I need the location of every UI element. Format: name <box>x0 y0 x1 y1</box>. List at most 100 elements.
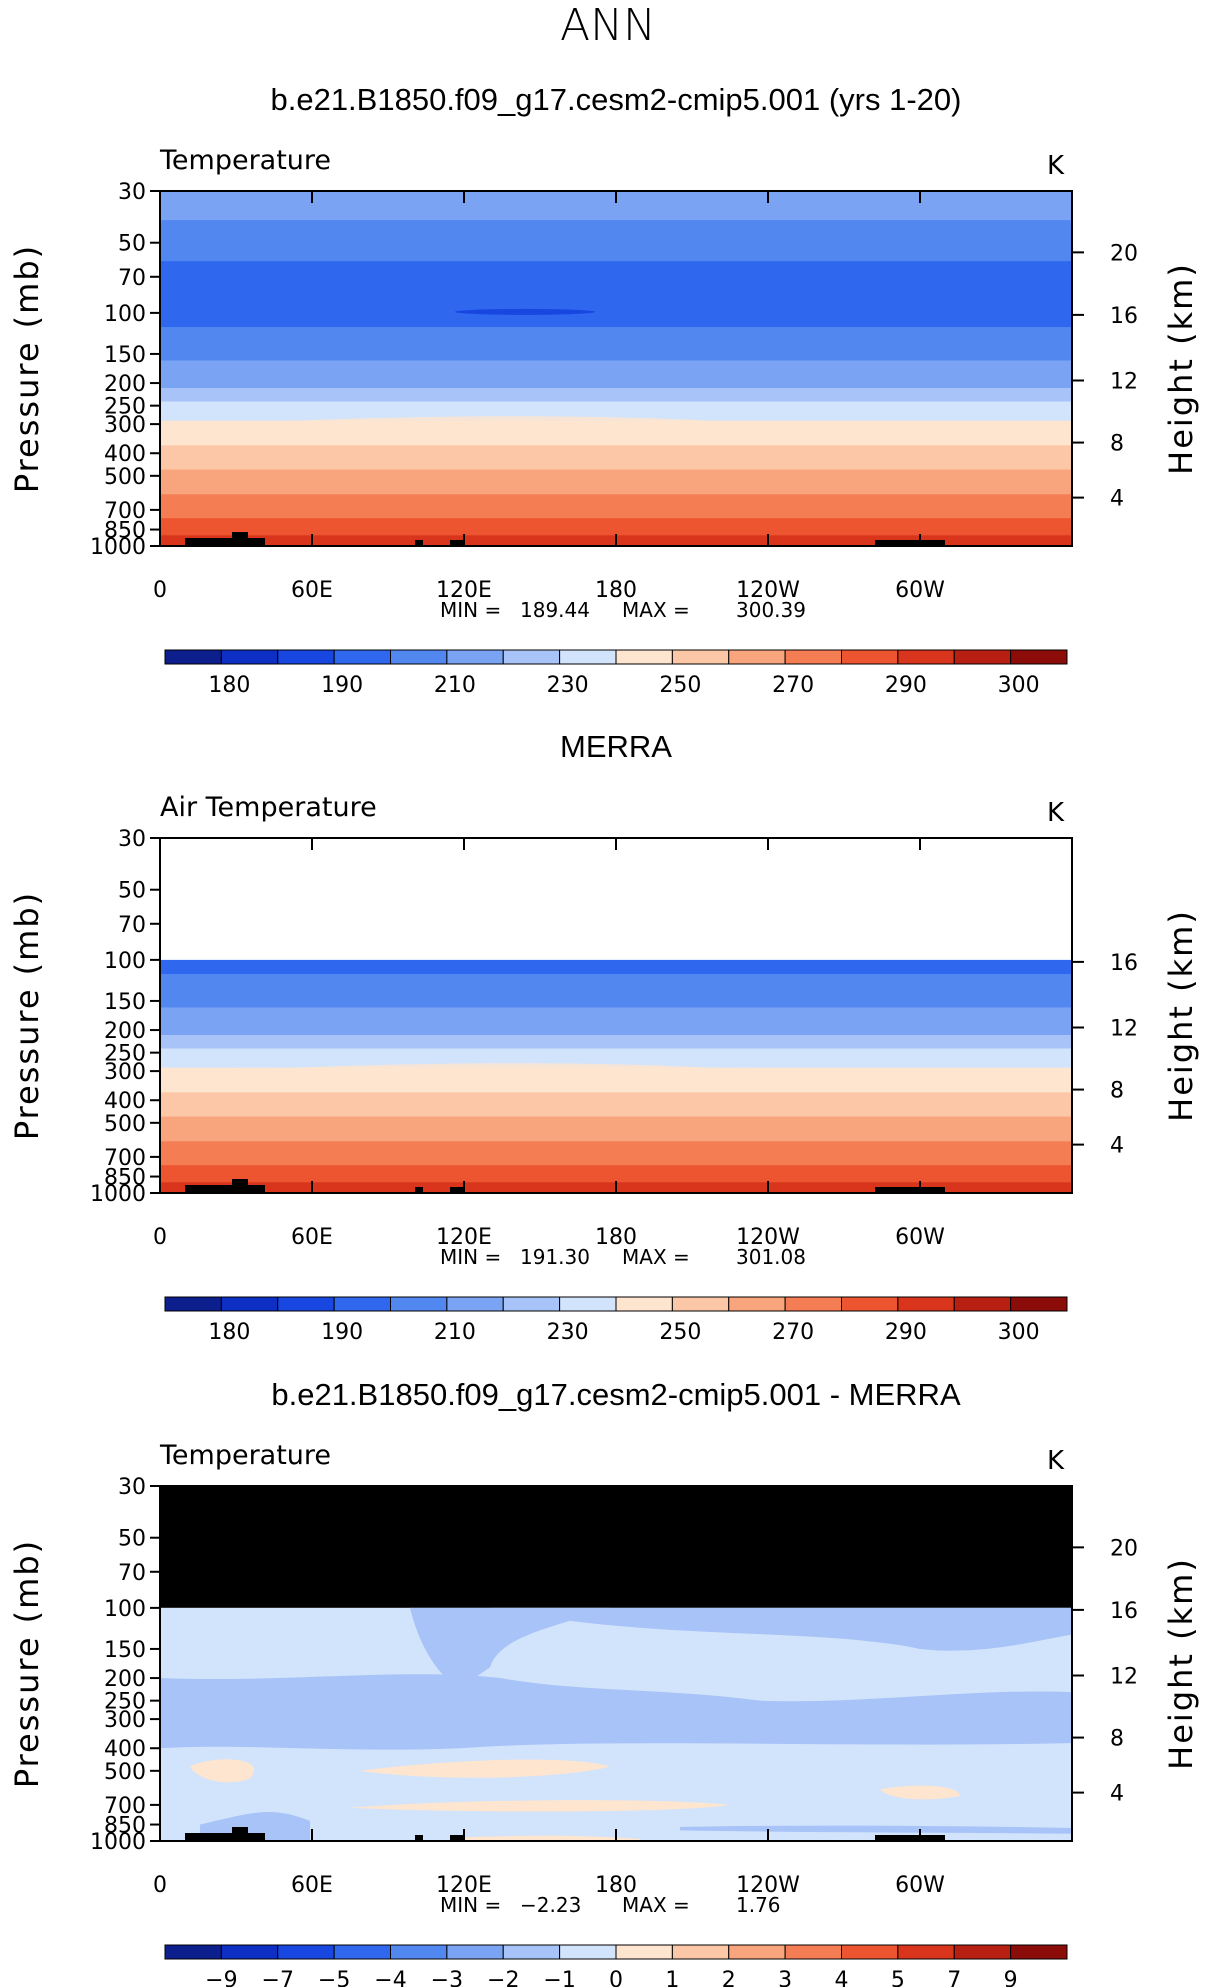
topography-mask <box>450 1835 465 1841</box>
colorbar-swatch <box>164 1296 222 1312</box>
min-label: MIN = <box>440 1245 501 1269</box>
chart-panel-1: b.e21.B1850.f09_g17.cesm2-cmip5.001 (yrs… <box>8 82 1200 698</box>
topography-mask <box>232 532 248 546</box>
y-tick-label: 30 <box>118 827 146 852</box>
colorbar-label: 290 <box>885 1320 927 1345</box>
max-label: MAX = <box>622 598 690 622</box>
colorbar-swatch <box>446 649 504 665</box>
colorbar-swatch <box>277 649 335 665</box>
y-right-tick-label: 8 <box>1110 1727 1124 1752</box>
colorbar-label: −2 <box>487 1968 519 1987</box>
x-tick-label: 180 <box>595 1873 637 1898</box>
y-tick-label: 200 <box>104 1667 146 1692</box>
y-tick-label: 1000 <box>90 1830 146 1855</box>
min-label: MIN = <box>440 598 501 622</box>
colorbar-swatch <box>953 649 1012 665</box>
y-tick-label: 850 <box>104 1166 146 1191</box>
y-tick-label: 50 <box>118 879 146 904</box>
y-tick-label: 150 <box>104 990 146 1015</box>
colorbar-swatch <box>615 1296 673 1312</box>
chart-panel-3: b.e21.B1850.f09_g17.cesm2-cmip5.001 - ME… <box>8 1377 1200 1987</box>
y-tick-label: 250 <box>104 1690 146 1715</box>
topography-mask <box>232 1179 248 1193</box>
colorbar-swatch <box>502 1296 561 1312</box>
colorbar-label: 210 <box>434 673 476 698</box>
colorbar-swatch <box>784 1944 842 1960</box>
y-axis-title: Pressure (mb) <box>8 1539 46 1788</box>
colorbar-swatch <box>502 649 561 665</box>
cold-core-contour <box>455 308 595 315</box>
max-label: MAX = <box>622 1245 690 1269</box>
colorbar-label: 230 <box>547 1320 589 1345</box>
y-right-tick-label: 12 <box>1110 1664 1138 1689</box>
colorbar-label: 230 <box>547 673 589 698</box>
contour-band <box>160 261 1072 328</box>
field-label: Air Temperature <box>160 792 377 823</box>
y-right-tick-label: 12 <box>1110 369 1138 394</box>
y-tick-label: 850 <box>104 1814 146 1839</box>
y-right-tick-label: 16 <box>1110 304 1138 329</box>
colorbar-swatch <box>897 1296 955 1312</box>
colorbar-swatch <box>446 1944 504 1960</box>
contour-band-positive <box>880 1785 960 1800</box>
colorbar-label: 3 <box>778 1968 792 1987</box>
colorbar-swatch <box>333 1296 391 1312</box>
x-tick-label: 0 <box>153 1225 167 1250</box>
topography-mask <box>185 538 265 546</box>
contour-band <box>160 360 1072 389</box>
x-tick-label: 60W <box>895 578 945 603</box>
y-tick-label: 30 <box>118 1475 146 1500</box>
colorbar-label: 300 <box>998 673 1040 698</box>
contour-band-positive <box>350 1800 730 1812</box>
y-tick-label: 50 <box>118 1527 146 1552</box>
page-title: ANN <box>560 0 656 51</box>
units-label: K <box>1047 151 1065 181</box>
contour-band <box>160 1048 1072 1069</box>
min-label: MIN = <box>440 1893 501 1917</box>
y-tick-label: 400 <box>104 442 146 467</box>
topography-mask <box>415 1835 423 1841</box>
x-tick-label: 60W <box>895 1225 945 1250</box>
colorbar-swatch <box>615 1944 673 1960</box>
contour-band <box>160 1092 1072 1118</box>
colorbar-swatch <box>164 649 222 665</box>
x-tick-label: 60E <box>291 578 333 603</box>
colorbar-swatch <box>615 649 673 665</box>
x-tick-label: 120W <box>736 1873 800 1898</box>
units-label: K <box>1047 1446 1065 1476</box>
y-tick-label: 100 <box>104 1597 146 1622</box>
y-tick-label: 30 <box>118 180 146 205</box>
colorbar-label: 300 <box>998 1320 1040 1345</box>
y-right-tick-label: 20 <box>1110 241 1138 266</box>
contour-band-negative <box>160 1674 1072 1750</box>
colorbar-swatch <box>220 649 279 665</box>
colorbar-label: 210 <box>434 1320 476 1345</box>
colorbar-swatch <box>953 1296 1012 1312</box>
y-right-axis-title: Height (km) <box>1162 909 1200 1122</box>
y-right-axis-title: Height (km) <box>1162 1557 1200 1770</box>
colorbar-swatch <box>390 1944 448 1960</box>
topography-mask <box>415 540 423 546</box>
colorbar-swatch <box>897 649 955 665</box>
y-tick-label: 850 <box>104 519 146 544</box>
units-label: K <box>1047 798 1065 828</box>
colorbar-swatch <box>220 1944 279 1960</box>
y-right-tick-label: 4 <box>1110 1134 1124 1159</box>
colorbar-swatch <box>502 1944 561 1960</box>
colorbar-label: 7 <box>947 1968 961 1987</box>
y-tick-label: 70 <box>118 266 146 291</box>
missing-data-mask <box>160 1486 1072 1608</box>
colorbar-swatch <box>1010 1944 1068 1960</box>
y-right-tick-label: 16 <box>1110 1599 1138 1624</box>
colorbar-swatch <box>671 1944 730 1960</box>
colorbar-label: 1 <box>665 1968 679 1987</box>
colorbar-swatch <box>953 1944 1012 1960</box>
y-right-tick-label: 16 <box>1110 951 1138 976</box>
colorbar-swatch <box>333 1944 391 1960</box>
topography-mask <box>232 1827 248 1841</box>
x-tick-label: 60E <box>291 1225 333 1250</box>
contour-band-negative <box>680 1825 1072 1834</box>
contour-band <box>160 416 1072 439</box>
colorbar-label: −7 <box>262 1968 294 1987</box>
colorbar-swatch <box>1010 649 1068 665</box>
